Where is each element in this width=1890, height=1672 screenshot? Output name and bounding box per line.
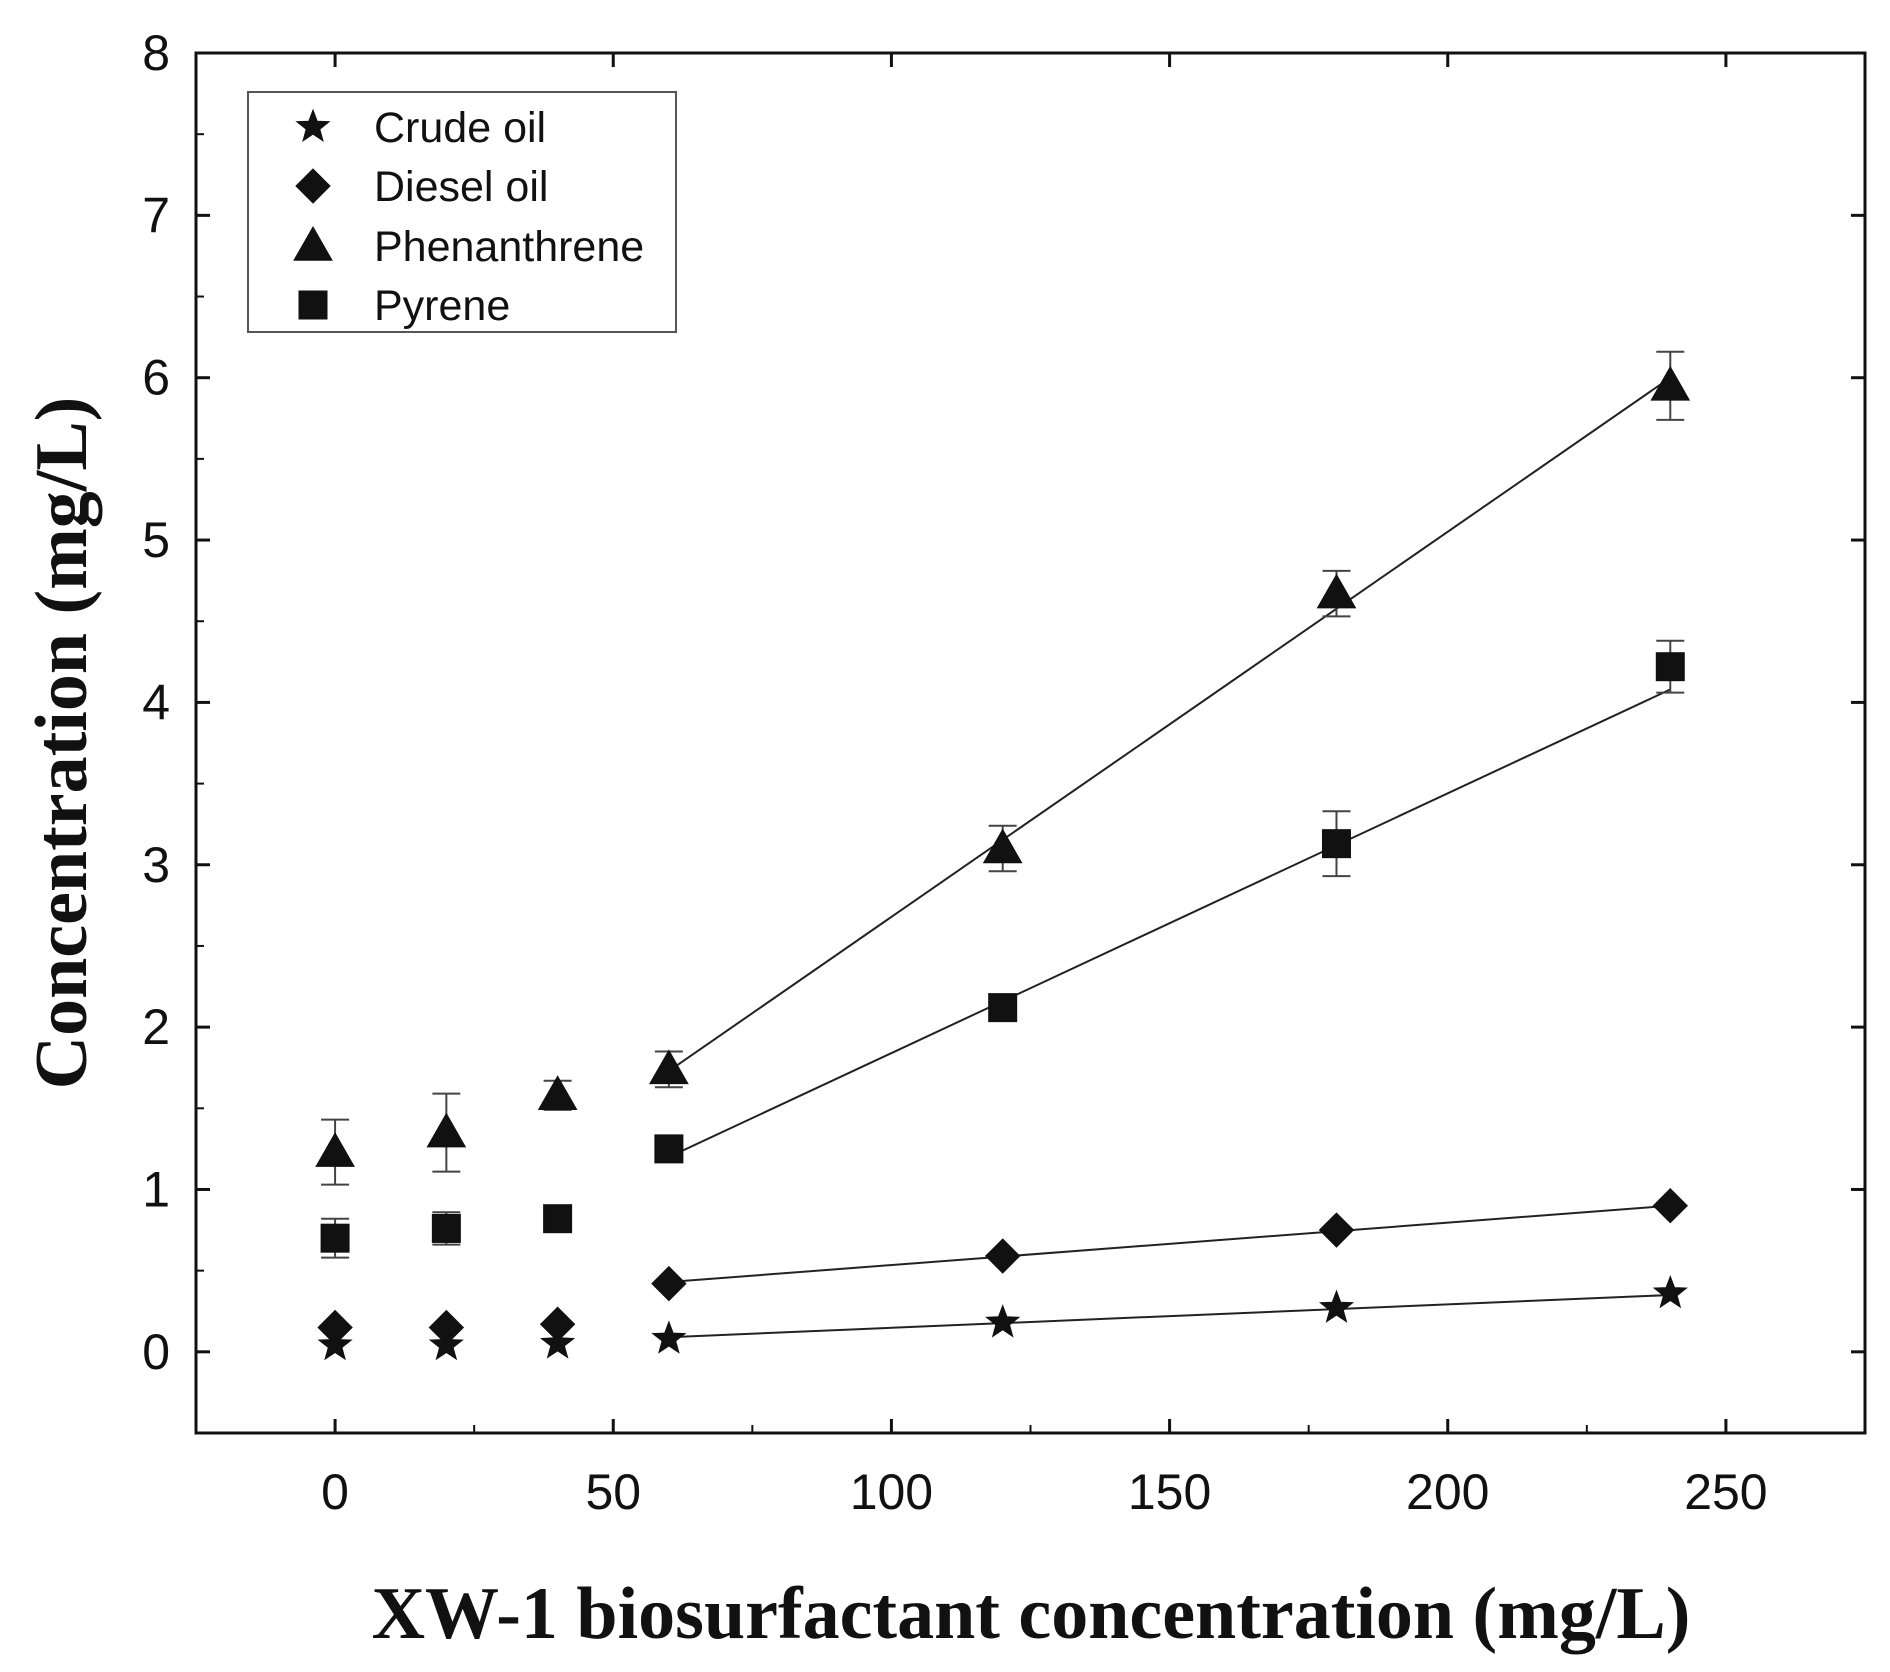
point-pyrene xyxy=(654,1134,684,1164)
point-crude-oil xyxy=(540,1325,576,1359)
point-pyrene xyxy=(1655,652,1685,682)
legend-label-pyrene: Pyrene xyxy=(374,282,510,330)
point-crude-oil xyxy=(651,1320,687,1354)
fit-line-diesel-oil xyxy=(668,1204,1671,1284)
y-tick-label: 5 xyxy=(142,512,170,568)
fit-line-crude-oil xyxy=(668,1294,1671,1339)
legend-markers xyxy=(293,108,333,320)
legend: Crude oil Diesel oil Phenanthrene Pyrene xyxy=(247,91,677,333)
y-tick-label: 4 xyxy=(142,674,170,730)
y-axis-title: Concentration (mg/L) xyxy=(21,397,103,1090)
point-crude-oil xyxy=(1652,1274,1688,1309)
legend-marker-pyrene xyxy=(298,290,328,320)
legend-label-diesel-oil: Diesel oil xyxy=(374,163,548,211)
point-pyrene xyxy=(431,1213,461,1243)
point-crude-oil xyxy=(985,1304,1021,1338)
point-crude-oil xyxy=(1318,1289,1355,1323)
axis-ticks: 0 50 100 150 200 250 0 1 2 3 4 5 6 7 8 xyxy=(142,25,1866,1520)
point-phenanthrene xyxy=(1316,573,1357,609)
error-bars xyxy=(321,350,1685,1259)
x-tick-label: 100 xyxy=(850,1464,933,1520)
y-tick-label: 1 xyxy=(142,1161,170,1217)
point-diesel-oil xyxy=(1318,1212,1355,1248)
point-diesel-oil xyxy=(651,1265,687,1302)
fit-line-phenanthrene xyxy=(668,376,1671,1072)
x-tick-label: 250 xyxy=(1684,1464,1767,1520)
point-phenanthrene xyxy=(1650,365,1691,401)
point-pyrene xyxy=(320,1223,350,1253)
fit-line-pyrene xyxy=(668,688,1671,1158)
point-pyrene xyxy=(988,993,1018,1023)
fit-lines xyxy=(668,376,1671,1339)
x-axis-title: XW-1 biosurfactant concentration (mg/L) xyxy=(372,1573,1691,1655)
y-tick-label: 7 xyxy=(142,187,170,243)
point-phenanthrene xyxy=(649,1049,689,1085)
point-diesel-oil xyxy=(317,1309,353,1346)
point-diesel-oil xyxy=(428,1309,465,1346)
legend-label-crude-oil: Crude oil xyxy=(374,104,546,152)
y-tick-label: 6 xyxy=(142,350,170,406)
x-tick-label: 50 xyxy=(585,1464,641,1520)
data-points xyxy=(315,365,1691,1361)
point-phenanthrene xyxy=(315,1132,355,1167)
point-pyrene xyxy=(543,1204,573,1234)
x-tick-label: 200 xyxy=(1406,1464,1489,1520)
x-tick-label: 150 xyxy=(1128,1464,1211,1520)
point-pyrene xyxy=(1321,829,1351,859)
point-diesel-oil xyxy=(539,1306,576,1342)
legend-marker-phenanthrene xyxy=(293,225,333,261)
y-tick-label: 3 xyxy=(142,837,170,893)
x-tick-label: 0 xyxy=(321,1464,349,1520)
point-phenanthrene xyxy=(537,1075,578,1111)
y-tick-label: 8 xyxy=(142,25,170,81)
y-tick-label: 2 xyxy=(142,999,170,1055)
point-diesel-oil xyxy=(1652,1187,1688,1224)
legend-marker-crude-oil xyxy=(295,108,331,142)
point-diesel-oil xyxy=(984,1238,1021,1274)
legend-marker-diesel-oil xyxy=(295,168,331,204)
point-phenanthrene xyxy=(982,828,1023,864)
y-tick-label: 0 xyxy=(142,1324,170,1380)
point-phenanthrene xyxy=(426,1112,467,1148)
legend-label-phenanthrene: Phenanthrene xyxy=(374,223,644,271)
